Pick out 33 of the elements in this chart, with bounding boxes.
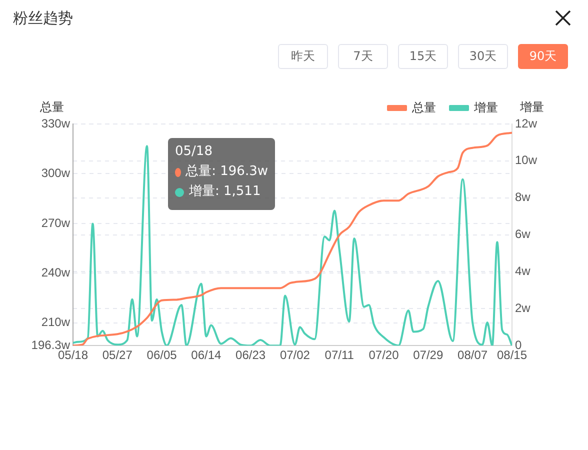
y2-tick-label: 6w (515, 227, 531, 242)
x-tick-label: 08/07 (458, 348, 488, 362)
y-tick-label: 300w (41, 166, 70, 180)
y2-axis-title: 增量 (520, 99, 544, 116)
x-tick-label: 06/23 (236, 348, 266, 362)
x-tick-label: 07/29 (413, 348, 444, 362)
x-tick-label: 06/05 (146, 348, 178, 362)
legend-label: 增量 (473, 100, 498, 114)
y2-tick-label: 10w (515, 153, 538, 168)
y2-tick-label: 4w (515, 264, 531, 278)
x-tick-label: 07/11 (324, 348, 354, 362)
y-axis-title: 总量 (40, 99, 64, 116)
text: 15天 (398, 44, 448, 69)
annotation: 增量: 1,511 (189, 183, 261, 201)
x-tick-label: 05/27 (102, 348, 133, 362)
y-tick-label: 210w (41, 315, 70, 330)
y2-tick-label: 12w (515, 116, 538, 130)
text: 90天 (518, 44, 568, 69)
y-tick-label: 330w (41, 116, 70, 130)
text: 30天 (458, 44, 508, 69)
x-tick-label: 06/14 (191, 348, 222, 362)
legend-label: 总量 (411, 100, 436, 114)
y2-tick-label: 8w (515, 190, 531, 204)
text: 昨天 (278, 44, 328, 69)
y2-tick-label: 2w (515, 300, 531, 315)
y-tick-label: 240w (41, 265, 70, 280)
chart-title: 粉丝趋势 (13, 9, 73, 28)
annotation: 总量: 196.3w (186, 163, 268, 181)
text: 7天 (338, 44, 388, 69)
x-tick-label: 07/20 (368, 348, 400, 362)
x-tick-label: 07/02 (280, 348, 310, 362)
y-tick-label: 270w (41, 216, 70, 230)
annotation: 05/18 (175, 143, 212, 161)
